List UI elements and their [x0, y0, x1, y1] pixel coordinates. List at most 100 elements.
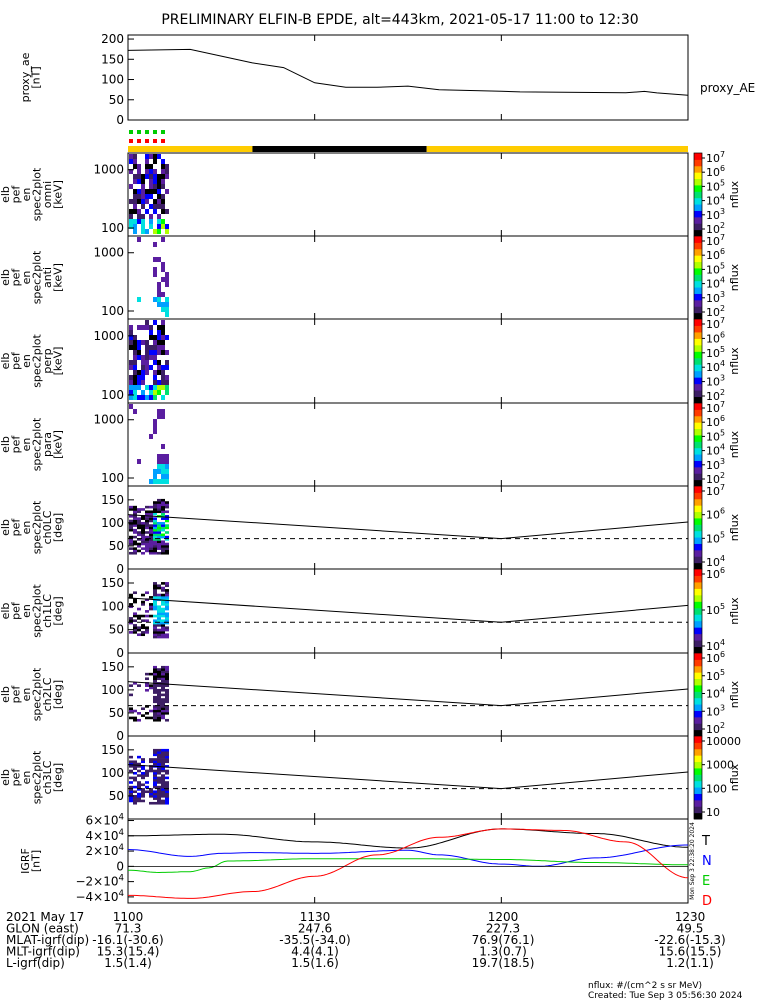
omni-cell	[165, 164, 169, 169]
ch3LC-cell	[141, 771, 145, 775]
omni-cell	[149, 194, 153, 199]
ch0LC-cell	[161, 512, 165, 516]
ch3LC-colorbar-swatch	[694, 799, 702, 807]
omni-colorbar-swatch	[694, 165, 702, 173]
ch1LC-cell	[161, 596, 165, 599]
omni-cell	[145, 154, 149, 159]
ch0LC-cell	[161, 551, 165, 555]
ch3LC-cell	[165, 776, 169, 780]
omni-colorbar-swatch	[694, 159, 702, 167]
ch3LC-colorbar-swatch	[694, 761, 702, 769]
anti-cell	[153, 267, 157, 272]
ch2LC-cell	[165, 705, 169, 708]
ch0LC-cell	[149, 531, 153, 534]
ch3LC-cell	[161, 785, 165, 789]
ch0LC-cell	[137, 549, 141, 553]
para-cell	[157, 459, 161, 464]
ch3LC-cell	[129, 797, 133, 800]
anti-colorbar-label: 106	[706, 247, 725, 262]
ch0LC-cell	[133, 508, 137, 511]
omni-cell	[161, 179, 165, 184]
perp-cell	[145, 325, 149, 330]
ch3LC-cell	[129, 755, 133, 759]
ch3LC-cell	[161, 758, 165, 761]
ch3LC-cell	[137, 797, 141, 800]
ch2LC-cell	[161, 677, 165, 681]
omni-cell	[161, 219, 165, 224]
ch2LC-colorbar-swatch	[694, 659, 702, 667]
ch1LC-cell	[129, 596, 133, 599]
ch2LC-cell	[153, 679, 157, 683]
anti-colorbar-swatch	[694, 312, 702, 320]
omni-colorbar-swatch	[694, 178, 702, 186]
ch2LC-colorbar-swatch	[694, 653, 702, 660]
para-ylabel-line: [keV]	[52, 430, 65, 459]
igrf-ytick-label: 6×104	[86, 813, 124, 828]
ch1LC-cell	[153, 607, 157, 611]
perp-cell	[141, 355, 145, 360]
ch3LC-cell	[149, 801, 153, 805]
ch0LC-cell	[137, 519, 141, 523]
ch0LC-cell	[129, 505, 133, 509]
omni-cell	[145, 174, 149, 179]
perp-ylabel-line: perp	[41, 348, 54, 373]
ch0LC-colorbar-swatch	[694, 492, 702, 500]
para-cell	[149, 479, 153, 484]
ch3LC-cell	[161, 776, 165, 780]
ch1LC-colorbar-swatch	[694, 627, 702, 635]
perp-cell	[129, 340, 133, 345]
ch3LC-cell	[165, 799, 169, 803]
ch1LC-cell	[165, 584, 169, 588]
igrf-ylabel-line: IGRF	[19, 848, 32, 874]
ch3LC-cell	[161, 790, 165, 794]
ch2LC-colorbar-swatch	[694, 672, 702, 680]
ch3LC-cell	[161, 783, 165, 787]
ch1LC-cell	[149, 605, 153, 609]
omni-cell	[129, 169, 133, 174]
igrf-side-note: Mon Sep 3 22:38:20 2024	[689, 822, 696, 900]
ch2LC-cell	[153, 672, 157, 676]
perp-frame	[127, 318, 689, 404]
ch0LC-cell	[137, 517, 141, 520]
omni-cell	[161, 159, 165, 164]
para-cell	[137, 459, 141, 464]
ch2LC-cell	[153, 709, 157, 713]
ch3LC-colorbar-label: 100	[706, 782, 727, 795]
perp-colorbar-label: 106	[706, 330, 725, 345]
ch3LC-colorbar-swatch	[694, 774, 702, 782]
omni-cell	[149, 179, 153, 184]
ch0LC-colorbar-swatch	[694, 537, 702, 544]
ch3LC-cell	[157, 801, 161, 805]
ch2LC-cell	[153, 668, 157, 671]
footer-row-label: L-igrf(dip)	[6, 956, 65, 970]
ch1LC-cell	[165, 593, 169, 597]
ch1LC-cell	[129, 617, 133, 620]
marker-red	[153, 139, 157, 143]
ch3LC-ylabel-line: [deg]	[52, 763, 65, 792]
para-colorbar-swatch	[694, 479, 702, 487]
ch3LC-ylabel-line: elb	[0, 769, 12, 786]
ch1LC-cell	[165, 607, 169, 611]
ch2LC-cell	[165, 718, 169, 722]
perp-cell	[129, 395, 133, 400]
ch0LC-cell	[161, 545, 165, 548]
ch0LC-cell	[153, 526, 157, 530]
ch0LC-colorbar-swatch	[694, 511, 702, 519]
ch2LC-cell	[157, 668, 161, 671]
ch0LC-cell	[153, 547, 157, 550]
ch3LC-cell	[129, 769, 133, 773]
ch1LC-colorbar-swatch	[694, 575, 702, 583]
anti-cell	[161, 267, 165, 272]
ch1LC-cell	[153, 633, 157, 637]
perp-cell	[129, 335, 133, 340]
omni-ylabel-line: spec2plot	[31, 167, 44, 221]
ch3LC-cell	[133, 776, 137, 780]
footer-value: 15.6(15.5)	[659, 945, 722, 959]
omni-colorbar-title: nflux	[728, 180, 741, 208]
perp-cell	[165, 335, 169, 340]
ch2LC-cell	[161, 698, 165, 701]
ch2LC-colorbar-swatch	[694, 684, 702, 692]
omni-cell	[133, 194, 137, 199]
para-cell	[149, 434, 153, 439]
para-colorbar-label: 106	[706, 414, 725, 429]
